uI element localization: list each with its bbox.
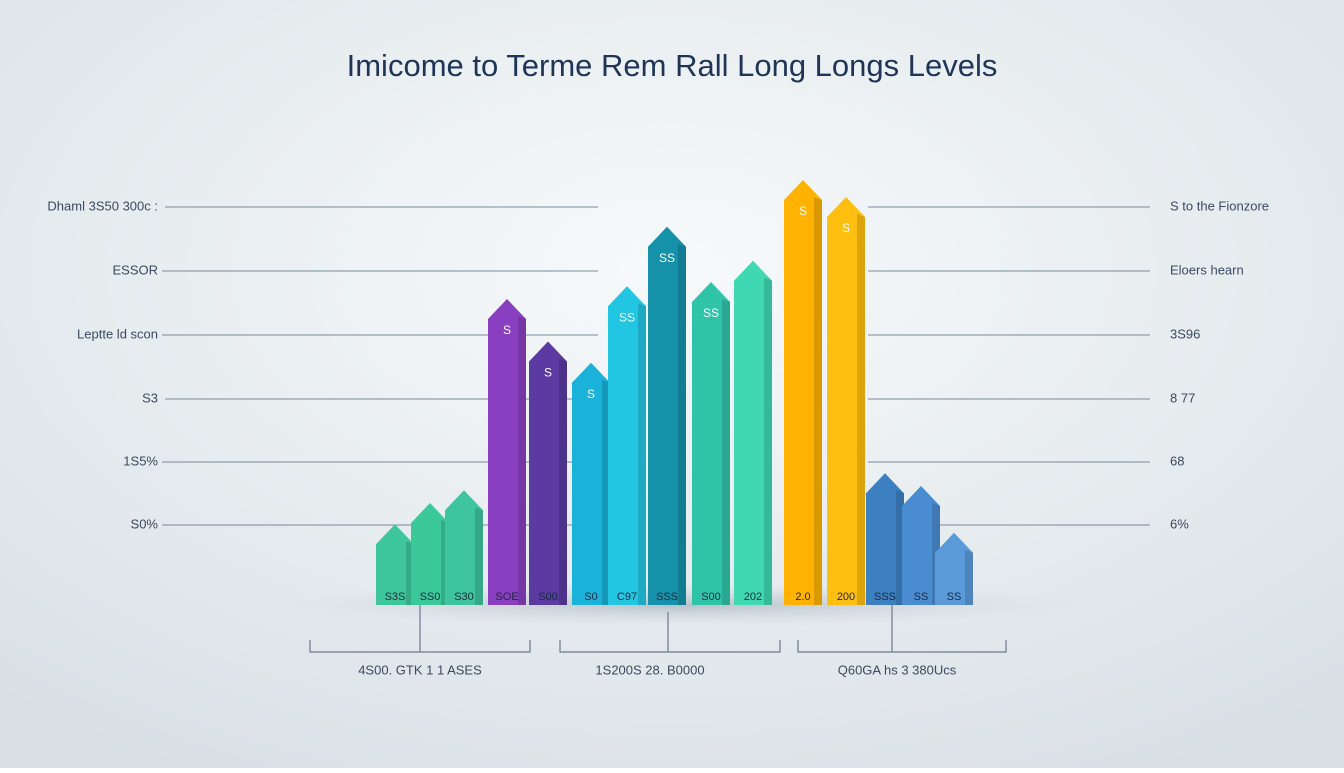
bar [784, 180, 822, 605]
group-brackets [309, 600, 1007, 653]
tip-label: SS [703, 306, 719, 320]
bar-shade [475, 507, 483, 605]
bar-label: S3S [385, 591, 406, 603]
bar-label: SS0 [420, 591, 441, 603]
bar [376, 524, 414, 605]
bar-label: 202 [744, 591, 762, 603]
bar-label: C97 [617, 591, 637, 603]
bar-shade [518, 316, 526, 605]
bar [734, 260, 772, 605]
chart-title: Imicome to Terme Rem Rall Long Longs Lev… [347, 48, 998, 83]
bar-shade [638, 303, 646, 605]
bar-shade [764, 277, 772, 605]
bar [411, 503, 449, 605]
bar-label: 2.0 [795, 591, 810, 603]
tip-label: S [799, 204, 807, 218]
bar-label: SOE [495, 591, 518, 603]
bar [935, 532, 973, 605]
bar [488, 299, 526, 605]
tip-label: S [842, 221, 850, 235]
tip-label: S [587, 387, 595, 401]
bar [529, 341, 567, 605]
bar-shade [559, 358, 567, 605]
bar-shade [678, 243, 686, 605]
group-label: 4S00. GTK 1 1 ASES [358, 662, 482, 677]
left-label: S0% [131, 516, 159, 531]
bar [827, 197, 865, 605]
bar-shade [814, 197, 822, 605]
tip-label: S [544, 366, 552, 380]
bar-label: SS [947, 591, 962, 603]
right-label: 3S96 [1170, 326, 1200, 341]
tip-label: SS [619, 310, 635, 324]
bar [866, 473, 904, 605]
bar-label: 200 [837, 591, 855, 603]
bar [572, 362, 610, 605]
bar-label: S00 [538, 591, 558, 603]
bar-label: S0 [584, 591, 597, 603]
bar [902, 486, 940, 605]
bar [445, 490, 483, 605]
tip-label: SS [659, 251, 675, 265]
right-label: 6% [1170, 516, 1189, 531]
bar-label: SS [914, 591, 929, 603]
left-label: ESSOR [112, 262, 158, 277]
bar [692, 282, 730, 605]
bar-label: SSS [874, 591, 896, 603]
left-label: 1S5% [123, 453, 158, 468]
bar [608, 286, 646, 605]
bar-label: SSS [656, 591, 678, 603]
bar-shade [857, 214, 865, 605]
group-label: Q60GA hs 3 380Ucs [838, 662, 957, 677]
right-label: 8 77 [1170, 390, 1195, 405]
group-label: 1S200S 28. B0000 [595, 662, 704, 677]
right-label: S to the Fionzore [1170, 198, 1269, 213]
right-label: Eloers hearn [1170, 262, 1244, 277]
bar-shade [965, 549, 973, 605]
bar-label: S00 [701, 591, 721, 603]
bar [648, 226, 686, 605]
left-label: Dhaml 3S50 300c : [47, 198, 158, 213]
bar-label: S30 [454, 591, 474, 603]
left-label: S3 [142, 390, 158, 405]
right-label: 68 [1170, 453, 1184, 468]
left-label: Leptte ld scon [77, 326, 158, 341]
tip-label: S [503, 323, 511, 337]
bar-shade [722, 299, 730, 605]
